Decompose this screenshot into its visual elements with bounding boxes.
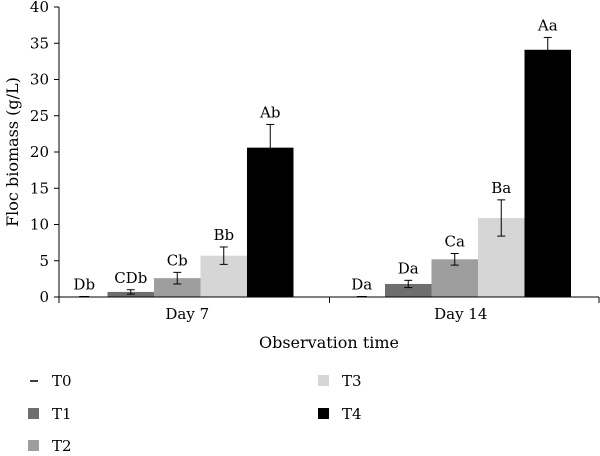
y-tick-label: 30 bbox=[30, 71, 49, 89]
legend-swatch bbox=[318, 408, 329, 419]
significance-label: Cb bbox=[167, 251, 188, 269]
significance-label: CDb bbox=[114, 269, 147, 287]
x-tick-label: Day 14 bbox=[434, 305, 487, 323]
y-axis-title: Floc biomass (g/L) bbox=[3, 77, 22, 227]
y-axis: 0 5 10 15 20 25 30 35 40 bbox=[30, 0, 60, 306]
legend-item-t1: T1 bbox=[28, 405, 72, 423]
y-tick-label: 40 bbox=[30, 0, 49, 16]
significance-label: Da bbox=[351, 275, 372, 293]
y-tick-label: 25 bbox=[30, 107, 49, 125]
legend-swatch bbox=[28, 440, 39, 451]
significance-label: Bb bbox=[213, 226, 234, 244]
bar-t4 bbox=[247, 147, 294, 297]
y-tick-label: 5 bbox=[39, 252, 49, 270]
legend-item-t0: T0 bbox=[30, 372, 72, 390]
x-axis: Day 7 Day 14 bbox=[58, 296, 600, 323]
legend-label: T1 bbox=[52, 405, 72, 423]
legend: T0 T1 T2 T3 T4 bbox=[28, 372, 362, 455]
significance-label: Ca bbox=[445, 233, 465, 251]
y-tick-label: 35 bbox=[30, 34, 49, 52]
y-tick-label: 15 bbox=[30, 179, 49, 197]
significance-label: Ab bbox=[259, 103, 280, 121]
bars bbox=[79, 36, 571, 298]
legend-label: T3 bbox=[342, 372, 362, 390]
bar-t2 bbox=[154, 278, 201, 297]
significance-labels: Db CDb Cb Bb Ab Da Da Ca Ba Aa bbox=[73, 16, 557, 293]
legend-label: T0 bbox=[52, 372, 72, 390]
bar-t1 bbox=[385, 283, 432, 297]
x-tick-label: Day 7 bbox=[165, 305, 209, 323]
significance-label: Aa bbox=[537, 16, 558, 34]
x-axis-title: Observation time bbox=[259, 333, 399, 352]
significance-label: Ba bbox=[491, 179, 511, 197]
significance-label: Da bbox=[398, 259, 419, 277]
legend-swatch bbox=[318, 375, 329, 386]
legend-label: T2 bbox=[52, 437, 72, 455]
significance-label: Db bbox=[73, 275, 95, 293]
legend-item-t4: T4 bbox=[318, 405, 362, 423]
legend-swatch bbox=[28, 408, 39, 419]
legend-item-t2: T2 bbox=[28, 437, 72, 455]
y-tick-label: 20 bbox=[30, 143, 49, 161]
legend-item-t3: T3 bbox=[318, 372, 362, 390]
legend-label: T4 bbox=[342, 405, 362, 423]
y-tick-label: 10 bbox=[30, 216, 49, 234]
y-tick-label: 0 bbox=[39, 288, 49, 306]
bar-t4 bbox=[524, 49, 571, 298]
